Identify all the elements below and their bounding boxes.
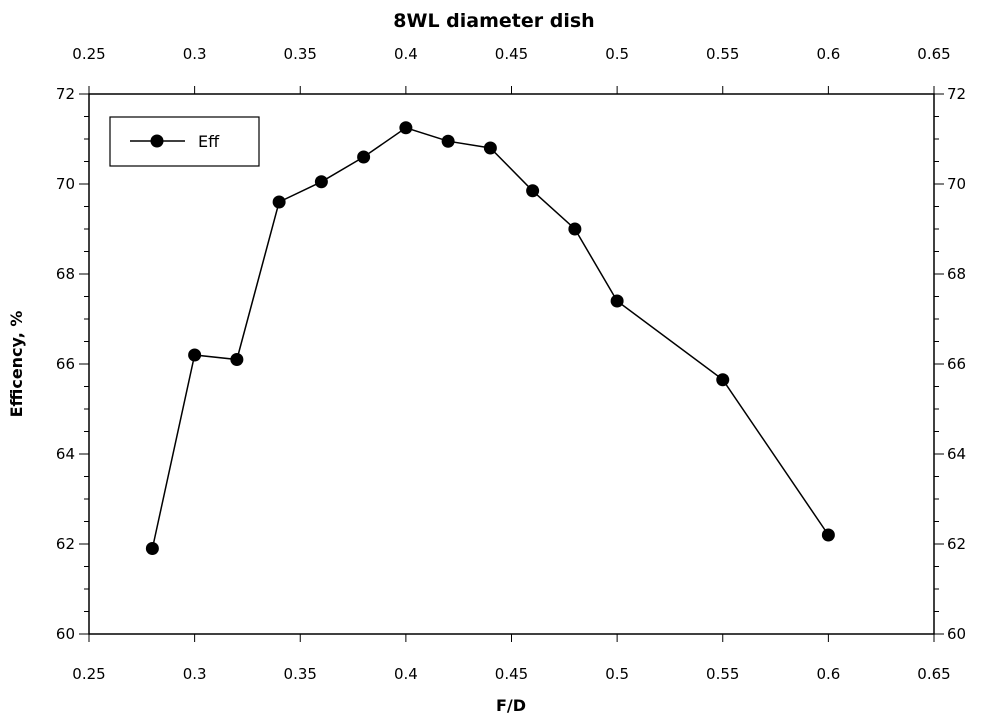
x-tick-label-top: 0.4 [394,45,418,63]
x-tick-label-bottom: 0.4 [394,665,418,683]
x-tick-label-bottom: 0.6 [816,665,840,683]
x-tick-label-top: 0.25 [72,45,105,63]
data-point [610,294,624,308]
y-tick-label-left: 72 [56,85,75,103]
data-point [821,528,835,542]
data-point [483,141,497,155]
data-markers [145,121,835,555]
data-point [399,121,413,135]
x-tick-label-bottom: 0.65 [917,665,950,683]
data-point [230,353,244,366]
y-tick-label-left: 62 [56,535,75,553]
tick-labels: 0.25 0.25 0.3 0.3 0.35 0.35 0.4 0.4 0.45 0.45 0.5 0… [56,45,966,683]
legend-label-eff: Eff [198,132,220,151]
data-point [568,222,582,236]
y-tick-label-right: 72 [947,85,966,103]
x-tick-label-bottom: 0.3 [183,665,207,683]
data-point [526,184,540,198]
y-tick-label-right: 68 [947,265,966,283]
x-tick-label-bottom: 0.5 [605,665,629,683]
legend-marker-sample [150,134,164,148]
y-axis-title: Efficency, % [7,311,26,418]
series-line-eff [151,126,830,549]
y-tick-label-right: 64 [947,445,966,463]
y-tick-label-left: 68 [56,265,75,283]
y-tick-label-right: 66 [947,355,966,373]
data-point [441,134,455,148]
y-tick-label-left: 66 [56,355,75,373]
data-point [314,175,328,189]
x-tick-label-top: 0.3 [183,45,207,63]
y-tick-label-right: 62 [947,535,966,553]
x-tick-label-top: 0.6 [816,45,840,63]
x-tick-label-bottom: 0.25 [72,665,105,683]
x-tick-label-top: 0.45 [495,45,528,63]
y-tick-label-left: 70 [56,175,75,193]
data-point [716,373,730,387]
y-tick-label-right: 60 [947,625,966,643]
chart-title: 8WL diameter dish [393,10,594,32]
y-tick-label-left: 60 [56,625,75,643]
data-point [357,150,371,164]
axis-ticks [79,86,944,642]
plot-frame [88,93,935,635]
x-tick-label-bottom: 0.45 [495,665,528,683]
data-point [272,195,286,209]
y-tick-label-left: 64 [56,445,75,463]
x-tick-label-top: 0.35 [284,45,317,63]
legend: Eff [109,116,260,167]
x-tick-label-top: 0.55 [706,45,739,63]
data-point [145,542,159,555]
x-tick-label-top: 0.5 [605,45,629,63]
data-point [188,348,202,362]
x-tick-label-top: 0.65 [917,45,950,63]
x-tick-label-bottom: 0.35 [284,665,317,683]
y-tick-label-right: 70 [947,175,966,193]
x-tick-label-bottom: 0.55 [706,665,739,683]
x-axis-title: F/D [496,696,526,715]
